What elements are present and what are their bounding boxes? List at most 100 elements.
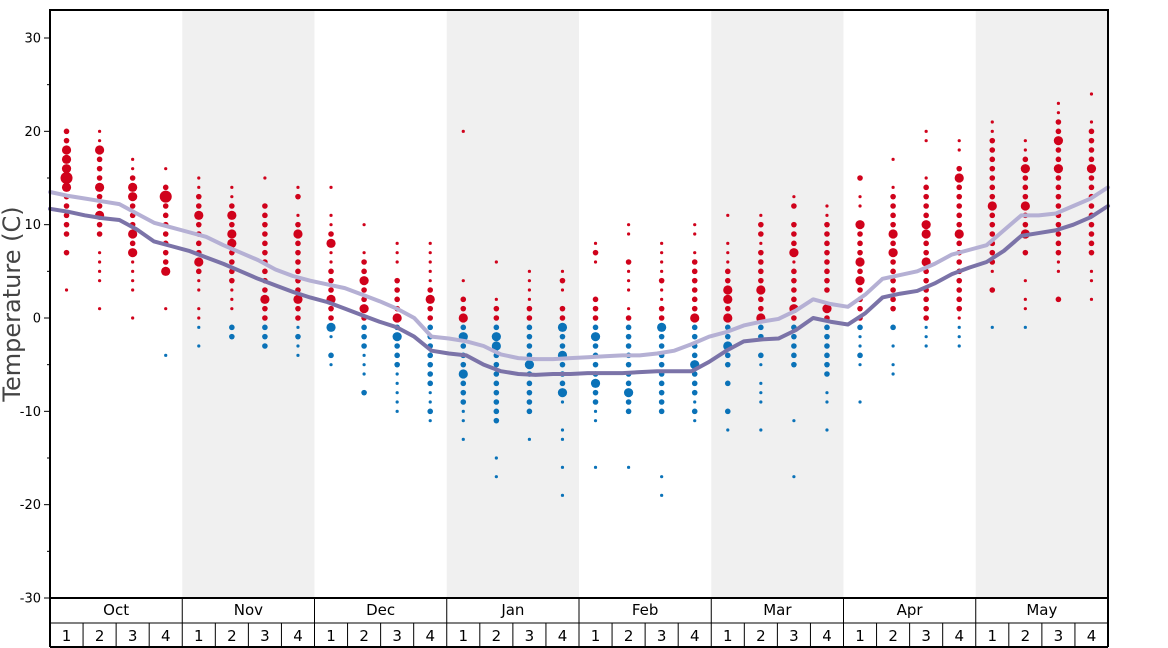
week-label: 1: [723, 627, 733, 645]
observation-dot-warm: [824, 231, 830, 237]
month-label-oct: Oct: [103, 601, 129, 619]
observation-dot-cold: [660, 475, 664, 479]
observation-dot-warm: [94, 182, 105, 192]
observation-dot-warm: [658, 305, 665, 312]
observation-dot-warm: [989, 212, 996, 219]
observation-dot-cold: [493, 361, 500, 368]
observation-dot-warm: [96, 231, 103, 237]
observation-dot-warm: [1089, 279, 1094, 283]
observation-dot-warm: [858, 195, 862, 199]
observation-dot-cold: [395, 409, 399, 413]
observation-dot-warm: [923, 296, 929, 303]
observation-dot-warm: [262, 287, 268, 293]
observation-dot-cold: [526, 389, 533, 396]
observation-dot-warm: [660, 288, 664, 292]
observation-dot-cold: [262, 333, 268, 340]
observation-dot-warm: [923, 193, 929, 200]
observation-dot-cold: [493, 371, 500, 377]
observation-dot-cold: [691, 389, 698, 396]
observation-dot-warm: [660, 260, 664, 264]
observation-dot-cold: [658, 380, 665, 387]
observation-dot-warm: [131, 269, 135, 273]
observation-dot-warm: [493, 315, 500, 321]
observation-dot-warm: [824, 249, 830, 256]
observation-dot-cold: [559, 361, 566, 368]
observation-dot-warm: [890, 240, 896, 247]
observation-dot-warm: [494, 260, 498, 264]
observation-dot-warm: [195, 193, 202, 200]
observation-dot-warm: [395, 241, 399, 245]
observation-dot-warm: [592, 249, 599, 256]
observation-dot-warm: [855, 276, 865, 286]
observation-dot-cold: [494, 456, 498, 460]
observation-dot-warm: [128, 229, 138, 239]
month-band-nov: [182, 10, 315, 598]
observation-dot-warm: [197, 185, 201, 189]
observation-dot-warm: [957, 316, 961, 320]
observation-dot-warm: [1022, 249, 1029, 256]
observation-dot-cold: [493, 408, 500, 415]
observation-dot-warm: [329, 260, 333, 264]
observation-dot-cold: [493, 324, 500, 331]
observation-dot-cold: [791, 352, 797, 359]
observation-dot-warm: [262, 305, 268, 312]
observation-dot-cold: [625, 408, 632, 415]
observation-dot-warm: [63, 231, 70, 237]
observation-dot-warm: [1086, 164, 1097, 174]
observation-dot-warm: [923, 240, 929, 247]
observation-dot-cold: [592, 389, 599, 396]
observation-dot-warm: [394, 296, 400, 303]
observation-dot-warm: [428, 269, 432, 273]
month-shading-bands: [182, 10, 1108, 598]
observation-dot-warm: [791, 231, 797, 237]
observation-dot-cold: [461, 409, 465, 413]
observation-dot-warm: [1020, 164, 1030, 174]
observation-dot-cold: [394, 361, 400, 368]
observation-dot-cold: [759, 428, 763, 432]
week-label: 2: [359, 627, 369, 645]
observation-dot-warm: [693, 232, 697, 236]
observation-dot-cold: [724, 408, 731, 415]
observation-dot-cold: [526, 408, 533, 415]
observation-dot-warm: [361, 268, 367, 275]
observation-dot-warm: [96, 203, 103, 209]
observation-dot-cold: [724, 324, 731, 331]
observation-dot-cold: [329, 363, 333, 367]
observation-dot-cold: [592, 324, 599, 331]
observation-dot-cold: [759, 391, 763, 395]
observation-dot-cold: [657, 322, 667, 332]
observation-dot-cold: [361, 324, 367, 331]
observation-dot-warm: [227, 210, 237, 220]
observation-dot-warm: [726, 213, 730, 217]
observation-dot-warm: [194, 210, 204, 220]
observation-dot-cold: [590, 378, 601, 388]
observation-dot-warm: [129, 175, 136, 181]
observation-dot-warm: [791, 268, 797, 275]
week-label: 1: [855, 627, 865, 645]
y-axis-title: Temperature (C): [0, 206, 26, 402]
observation-dot-warm: [359, 304, 369, 314]
observation-dot-warm: [626, 269, 631, 273]
observation-dot-cold: [990, 325, 994, 329]
observation-dot-warm: [97, 129, 102, 133]
observation-dot-warm: [758, 305, 764, 312]
observation-dot-warm: [825, 213, 829, 217]
x-axis: Oct 1 2 3 4 Nov 1 2 3 4 Dec 1 2 3 4 Jan 1 2 3 4 Feb 1 2 3 4 Mar 1 2…: [49, 598, 1109, 648]
observation-dot-warm: [328, 277, 334, 284]
observation-dot-cold: [791, 343, 797, 349]
observation-dot-warm: [593, 241, 598, 245]
observation-dot-warm: [328, 231, 334, 237]
observation-dot-cold: [427, 324, 434, 331]
observation-dot-cold: [626, 465, 631, 469]
observation-dot-warm: [855, 220, 865, 230]
observation-dot-cold: [824, 324, 830, 331]
observation-dot-cold: [326, 322, 336, 332]
observation-dot-cold: [691, 380, 698, 387]
observation-dot-cold: [824, 361, 830, 368]
observation-dot-warm: [989, 221, 996, 228]
observation-dot-warm: [989, 193, 996, 200]
observation-dot-cold: [592, 361, 599, 368]
observation-dot-warm: [626, 279, 631, 283]
observation-dot-warm: [195, 221, 202, 228]
observation-dot-warm: [726, 241, 730, 245]
